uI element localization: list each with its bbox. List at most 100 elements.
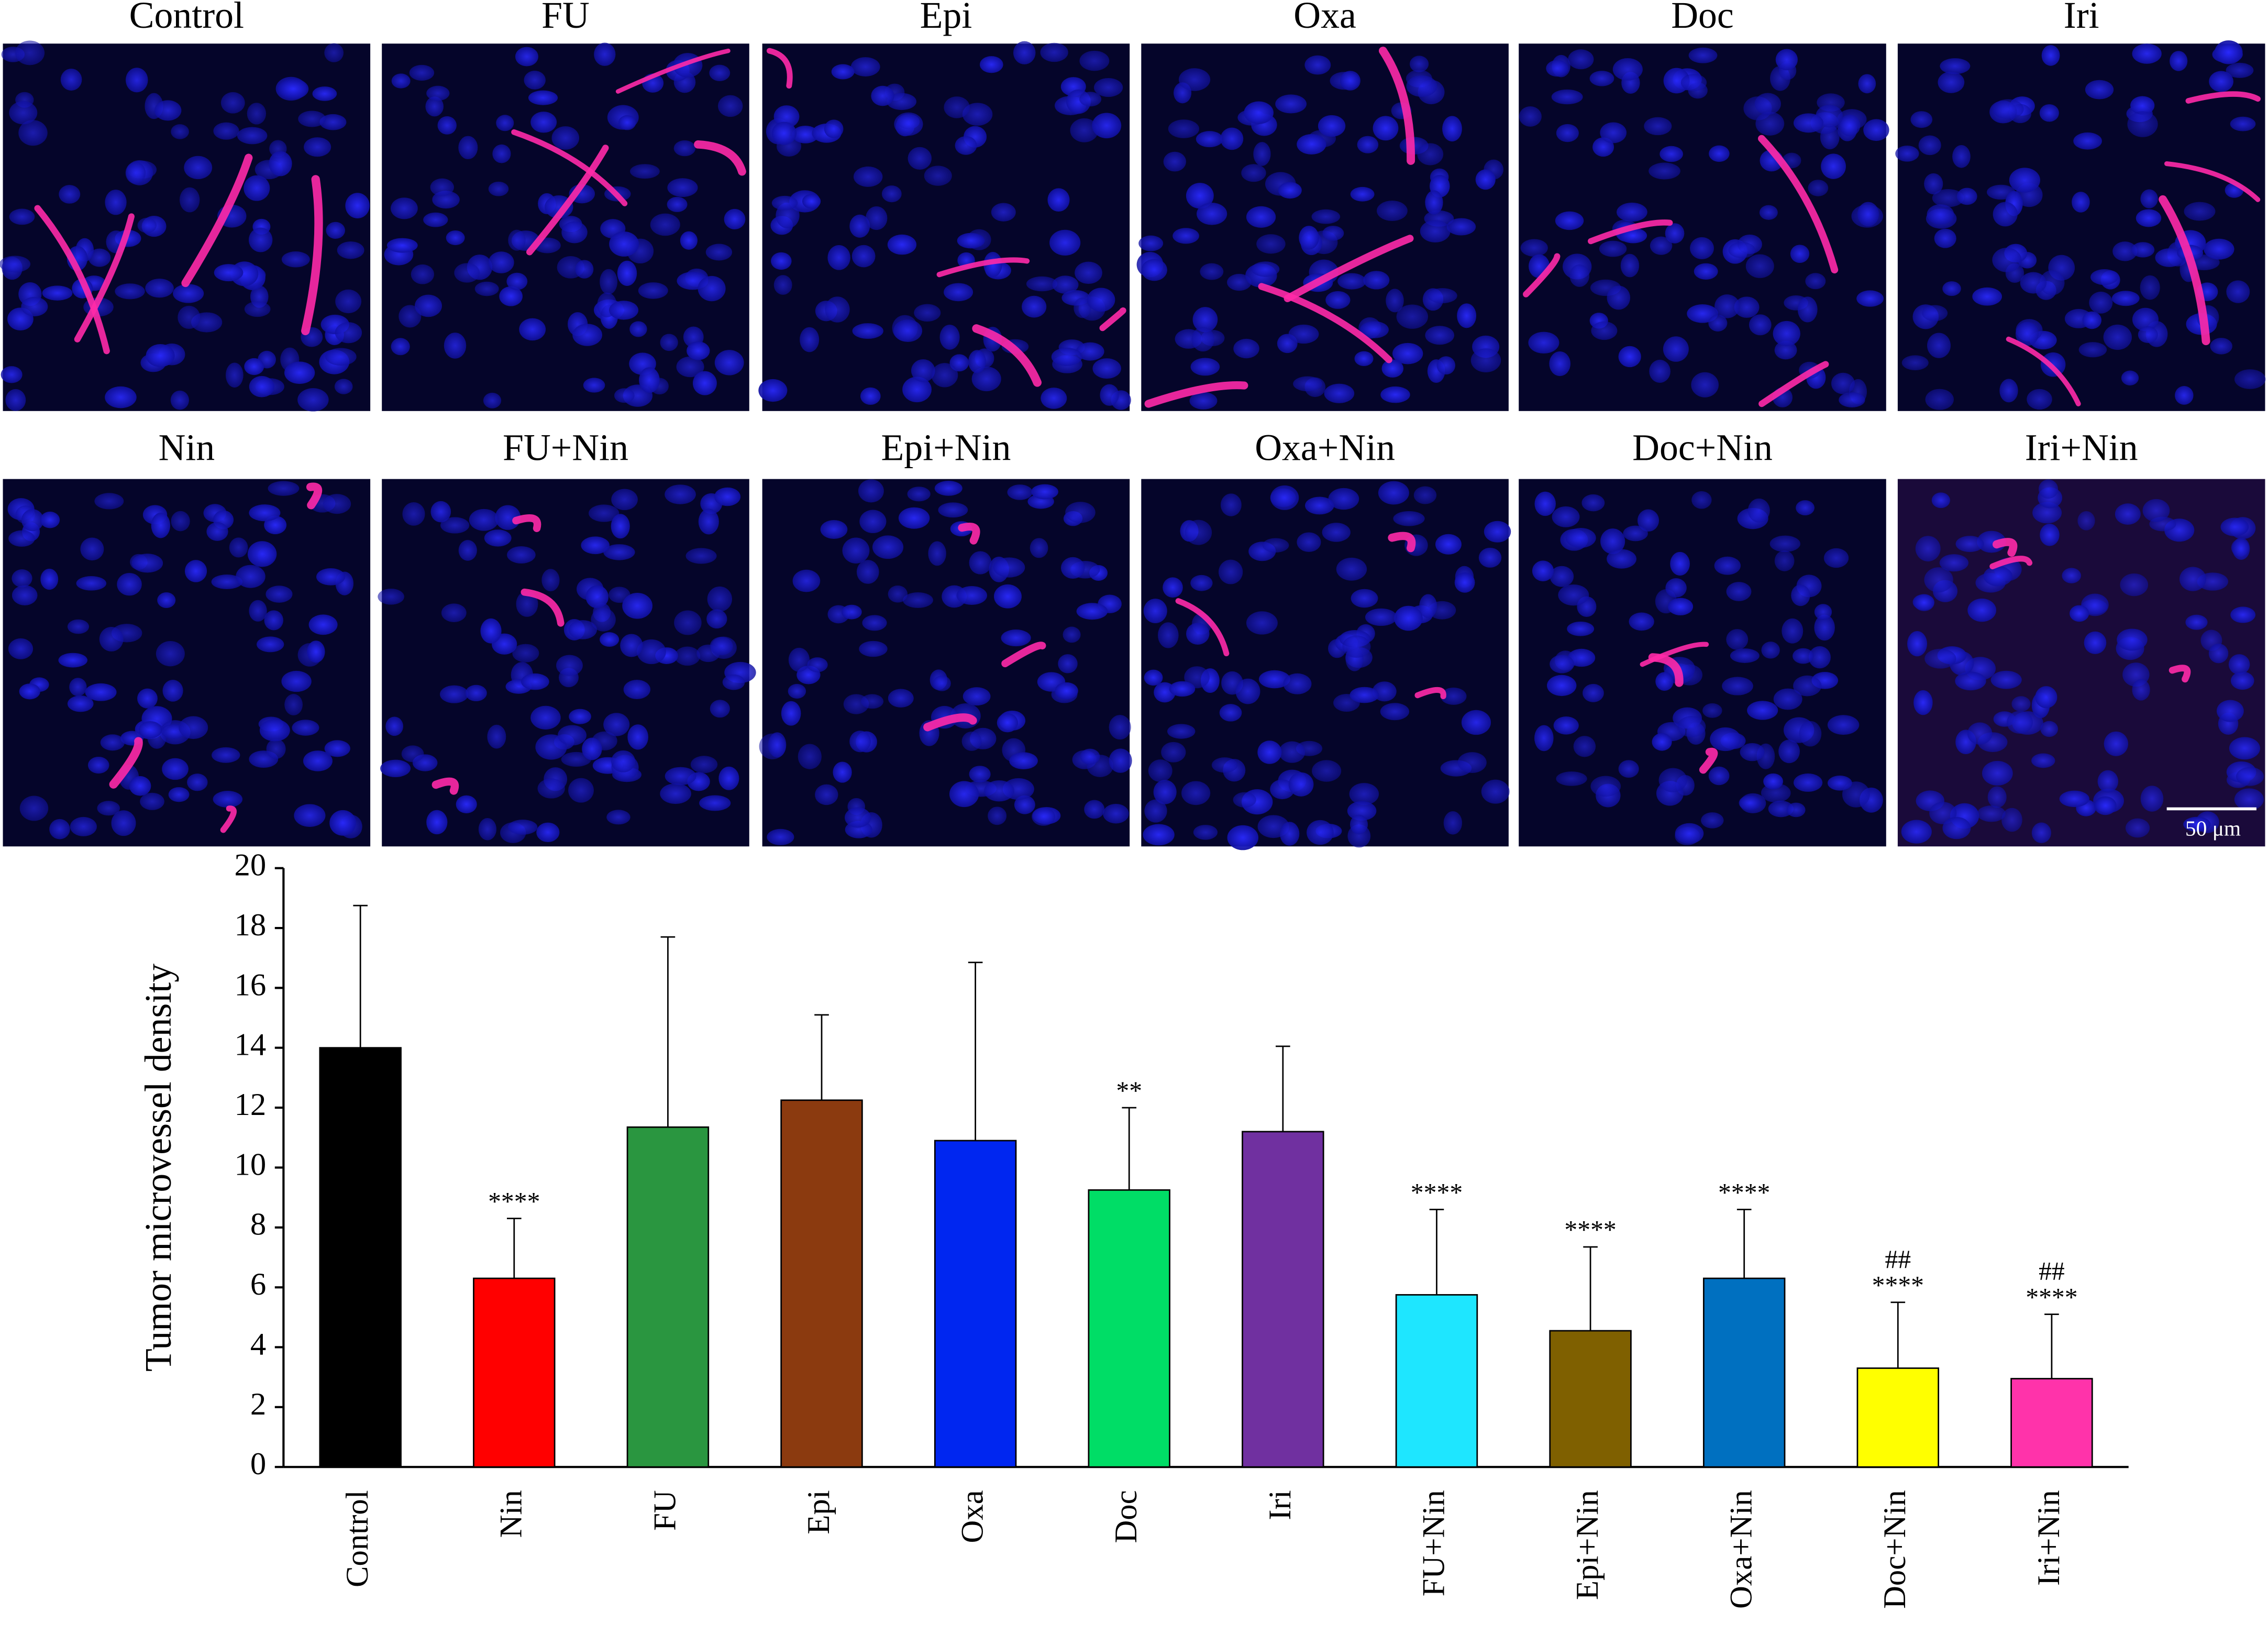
panel-label: FU+Nin bbox=[503, 427, 628, 469]
x-tick-label: Doc bbox=[1109, 1490, 1144, 1543]
nucleus bbox=[1600, 122, 1627, 143]
nucleus bbox=[1982, 760, 2013, 786]
nucleus bbox=[2121, 370, 2139, 385]
nucleus bbox=[2204, 238, 2234, 260]
vessel bbox=[512, 514, 541, 533]
nucleus bbox=[1956, 187, 1977, 205]
nucleus bbox=[1253, 142, 1271, 166]
nucleus bbox=[561, 221, 588, 244]
nucleus bbox=[266, 738, 286, 759]
nucleus bbox=[1796, 500, 1815, 516]
bar bbox=[1242, 1131, 1324, 1468]
nucleus bbox=[1365, 608, 1397, 626]
nucleus bbox=[1555, 211, 1584, 230]
vessel bbox=[74, 213, 135, 343]
nucleus bbox=[1161, 742, 1186, 763]
panel-label: Nin bbox=[158, 427, 215, 469]
vessel bbox=[181, 153, 253, 288]
nucleus bbox=[1336, 557, 1367, 581]
nucleus bbox=[860, 387, 881, 405]
vessel bbox=[972, 324, 1042, 387]
nucleus bbox=[2155, 248, 2184, 267]
nucleus bbox=[1109, 748, 1132, 773]
nucleus bbox=[1827, 715, 1860, 735]
nucleus bbox=[568, 620, 598, 639]
nucleus bbox=[1051, 347, 1082, 366]
nucleus bbox=[257, 636, 284, 653]
nucleus bbox=[717, 95, 743, 117]
nucleus bbox=[914, 304, 941, 322]
nucleus bbox=[1481, 779, 1510, 804]
nucleus bbox=[19, 683, 40, 700]
nucleus bbox=[2142, 499, 2170, 522]
nucleus bbox=[1702, 703, 1722, 718]
nucleus bbox=[603, 544, 635, 560]
nucleus bbox=[237, 127, 268, 145]
nucleus bbox=[444, 333, 467, 359]
nucleus bbox=[956, 586, 988, 605]
nucleus bbox=[1924, 567, 1953, 593]
vessel bbox=[1648, 653, 1684, 687]
nucleus bbox=[866, 206, 888, 230]
nucleus bbox=[5, 389, 26, 411]
nucleus bbox=[100, 734, 125, 751]
nucleus bbox=[2230, 606, 2256, 623]
vessel bbox=[1388, 532, 1416, 553]
nucleus bbox=[2082, 311, 2102, 329]
nucleus bbox=[1778, 739, 1800, 764]
nucleus bbox=[87, 756, 109, 774]
nucleus bbox=[1442, 116, 1462, 142]
nucleus bbox=[1197, 202, 1227, 225]
nucleus bbox=[1550, 566, 1574, 587]
nucleus bbox=[2232, 537, 2250, 560]
nucleus bbox=[2001, 808, 2022, 832]
nucleus bbox=[2035, 686, 2057, 709]
nucleus bbox=[798, 744, 822, 769]
nucleus bbox=[1312, 760, 1342, 782]
nucleus bbox=[1805, 273, 1826, 290]
vessel bbox=[1379, 47, 1415, 165]
nucleus bbox=[1040, 42, 1068, 62]
nucleus bbox=[1141, 259, 1167, 281]
nucleus bbox=[1569, 264, 1590, 287]
nucleus bbox=[426, 85, 450, 101]
nucleus bbox=[2007, 711, 2033, 734]
nucleus bbox=[1013, 41, 1036, 64]
nucleus bbox=[537, 778, 565, 799]
y-tick-label: 6 bbox=[250, 1267, 266, 1302]
nucleus bbox=[629, 321, 647, 337]
nucleus bbox=[324, 43, 344, 62]
nucleus bbox=[2038, 479, 2059, 499]
nucleus bbox=[125, 162, 146, 184]
nucleus bbox=[2132, 679, 2150, 701]
nucleus bbox=[507, 546, 536, 564]
nucleus bbox=[1768, 800, 1794, 818]
nucleus bbox=[1061, 557, 1085, 579]
nucleus bbox=[2084, 631, 2107, 654]
panel-label: Doc bbox=[1671, 0, 1734, 36]
nucleus bbox=[391, 73, 411, 89]
nucleus bbox=[1328, 488, 1359, 510]
vessel bbox=[1258, 283, 1392, 363]
nucleus bbox=[2209, 71, 2233, 92]
vessel bbox=[2185, 91, 2261, 104]
nucleus bbox=[1373, 116, 1399, 141]
vessel bbox=[1523, 253, 1561, 297]
nucleus bbox=[898, 507, 930, 529]
nucleus bbox=[1934, 228, 1956, 248]
nucleus bbox=[792, 569, 821, 592]
nucleus bbox=[1256, 234, 1286, 254]
nucleus bbox=[2039, 270, 2065, 295]
nucleus bbox=[1357, 136, 1379, 153]
nucleus bbox=[1728, 242, 1755, 259]
nucleus bbox=[908, 147, 932, 170]
nucleus bbox=[2214, 40, 2243, 64]
nucleus bbox=[1670, 551, 1690, 576]
nucleus bbox=[2039, 104, 2059, 122]
nucleus bbox=[2009, 168, 2040, 193]
nucleus bbox=[337, 241, 364, 259]
nucleus bbox=[1987, 786, 2007, 808]
nucleus bbox=[423, 212, 448, 227]
nucleus bbox=[2236, 767, 2264, 786]
nucleus bbox=[12, 569, 32, 588]
